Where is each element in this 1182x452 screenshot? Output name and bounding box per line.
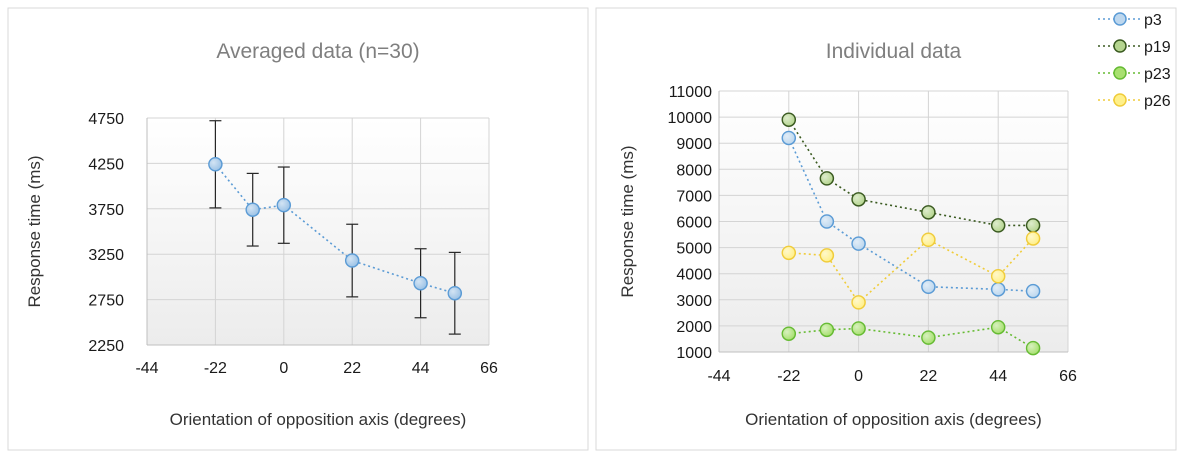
avg-x-tick-label: 22: [343, 360, 361, 377]
ind-series-p19-point-highlight: [820, 172, 833, 185]
ind-series-p26-point-highlight: [1027, 232, 1040, 245]
avg-series-1-point-highlight: [448, 287, 461, 300]
avg-y-axis-label: Response time (ms): [25, 155, 44, 307]
avg-series-1-point-highlight: [209, 158, 222, 171]
ind-series-p23-point-highlight: [782, 327, 795, 340]
avg-x-tick-label: 66: [480, 360, 498, 377]
avg-x-tick-label: -44: [135, 360, 158, 377]
ind-x-tick-label: -44: [707, 368, 730, 385]
ind-series-p26-point-highlight: [820, 249, 833, 262]
ind-series-p23-point-highlight: [820, 323, 833, 336]
ind-series-p3-line: [788, 137, 1034, 292]
avg-y-tick-label: 3250: [88, 247, 124, 264]
avg-x-tick-label: -22: [204, 360, 227, 377]
ind-series-p3-point-highlight: [1027, 285, 1040, 298]
ind-y-tick-label: 9000: [676, 136, 712, 153]
ind-legend-p3-marker: [1113, 12, 1127, 26]
ind-y-axis-label: Response time (ms): [618, 145, 637, 297]
ind-x-tick-label: 66: [1059, 368, 1077, 385]
avg-x-tick-label: 0: [279, 360, 288, 377]
ind-series-p23-point-highlight: [922, 331, 935, 344]
ind-y-tick-label: 6000: [676, 215, 712, 232]
ind-series-p19-point-highlight: [922, 206, 935, 219]
ind-legend-p23-marker: [1113, 66, 1127, 80]
ind-series-p23-point-highlight: [1027, 342, 1040, 355]
ind-series-p19-point-highlight: [992, 219, 1005, 232]
ind-y-tick-label: 3000: [676, 293, 712, 310]
ind-series-p19-point-highlight: [852, 193, 865, 206]
ind-legend-p26-marker: [1113, 93, 1127, 107]
ind-legend-p19-label: p19: [1144, 39, 1171, 56]
ind-chart-title: Individual data: [826, 40, 962, 63]
avg-chart-title: Averaged data (n=30): [216, 40, 419, 63]
avg-y-tick-label: 4250: [88, 156, 124, 173]
ind-series-p26-point-highlight: [992, 270, 1005, 283]
avg-y-tick-label: 2250: [88, 338, 124, 355]
ind-y-tick-label: 11000: [669, 84, 712, 101]
avg-y-tick-label: 2750: [88, 293, 124, 310]
ind-legend-p3-label: p3: [1144, 12, 1162, 29]
avg-series-1-point-highlight: [346, 254, 359, 267]
ind-series-p3-point-highlight: [922, 280, 935, 293]
ind-series-p3-point-highlight: [852, 237, 865, 250]
ind-series-p23-point-highlight: [852, 322, 865, 335]
avg-series-1-point-highlight: [277, 199, 290, 212]
ind-series-p26-point-highlight: [922, 233, 935, 246]
ind-x-tick-label: 0: [854, 368, 863, 385]
avg-x-axis-label: Orientation of opposition axis (degrees): [170, 410, 467, 429]
ind-legend-p19-marker: [1113, 39, 1127, 53]
ind-series-p26-point-highlight: [852, 296, 865, 309]
ind-y-tick-label: 10000: [668, 110, 713, 127]
ind-series-p19-point-highlight: [1027, 219, 1040, 232]
ind-legend-p26-label: p26: [1144, 93, 1171, 110]
ind-series-p3-point-highlight: [782, 131, 795, 144]
ind-x-tick-label: 44: [989, 368, 1007, 385]
avg-y-tick-label: 4750: [88, 111, 124, 128]
avg-y-tick-label: 3750: [88, 202, 124, 219]
ind-x-tick-label: 22: [920, 368, 938, 385]
ind-series-p26-point-highlight: [782, 246, 795, 259]
ind-series-p23-point-highlight: [992, 321, 1005, 334]
avg-x-tick-label: 44: [412, 360, 430, 377]
ind-y-tick-label: 5000: [676, 241, 712, 258]
ind-x-axis-label: Orientation of opposition axis (degrees): [745, 410, 1042, 429]
avg-series-1-point-highlight: [246, 203, 259, 216]
ind-y-tick-label: 1000: [676, 345, 712, 362]
ind-series-p19-point-highlight: [782, 113, 795, 126]
ind-y-tick-label: 4000: [676, 267, 712, 284]
ind-x-tick-label: -22: [777, 368, 800, 385]
avg-series-1-point-highlight: [414, 277, 427, 290]
ind-y-tick-label: 7000: [676, 188, 712, 205]
ind-series-p3-point-highlight: [992, 283, 1005, 296]
ind-legend-p23-label: p23: [1144, 66, 1171, 83]
ind-y-tick-label: 2000: [676, 319, 712, 336]
avg-plot-area: [147, 118, 489, 345]
ind-series-p3-point-highlight: [820, 215, 833, 228]
ind-y-tick-label: 8000: [676, 162, 712, 179]
